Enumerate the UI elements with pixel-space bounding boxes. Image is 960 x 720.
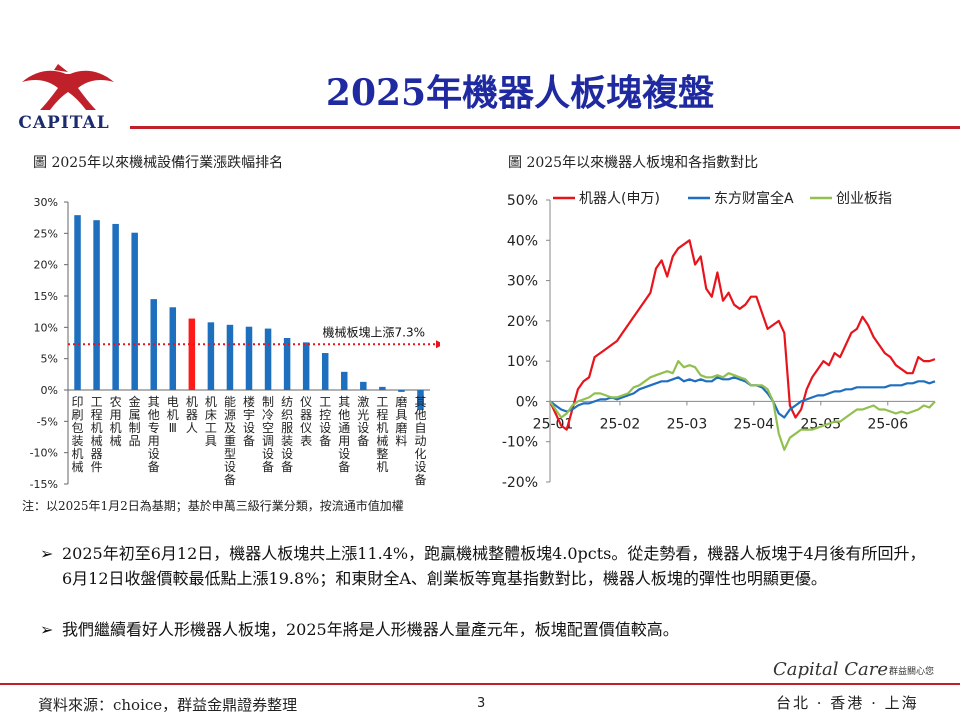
y-tick-label: -10% [30,447,58,460]
bar [283,337,291,390]
legend-label: 东方财富全A [714,190,794,207]
y-tick-label: 0% [41,384,58,397]
capital-care-signature: Capital Care [773,659,888,680]
category-label: 工程机械器件 [91,395,103,474]
right-chart-caption: 圖 2025年以來機器人板塊和各指數對比 [508,155,759,171]
category-label: 其他自动化设备 [414,395,426,487]
category-label: 电机 Ⅲ [167,395,179,435]
category-label: 其他通用设备 [338,395,350,474]
bullet-text: 2025年初至6月12日，機器人板塊共上漲11.4%，跑贏機械整體板塊4.0pc… [62,544,926,588]
arrow-bullet-icon: ➢ [40,544,54,563]
bar [302,342,310,390]
footer-divider [0,683,960,685]
series-line [549,360,936,451]
legend-label: 创业板指 [836,191,892,207]
left-chart-caption: 圖 2025年以來機械設備行業漲跌幅排名 [33,155,284,171]
category-label: 能源及重型设备 [224,395,236,487]
x-tick-label: 25-05 [800,416,841,432]
logo-text: CAPITAL [18,113,110,133]
bar [245,326,253,390]
reference-arrow [436,340,440,349]
category-label: 机器人 [186,395,198,435]
category-label: 楼宇设备 [243,394,255,448]
bar [226,324,234,390]
y-tick-label: 25% [34,227,58,240]
category-label: 印刷包装机械 [72,395,84,474]
bar [207,322,215,390]
y-tick-label: -5% [37,415,58,428]
bar [188,318,196,390]
header-divider [130,126,960,129]
bar [169,307,177,390]
signature-tagline: 群益關心您 [889,667,935,677]
bar [264,328,272,390]
bar [379,386,386,390]
x-tick-label: 25-02 [600,416,641,432]
y-tick-label: 10% [507,354,538,370]
y-tick-label: 30% [34,196,58,209]
industry-ranking-bar-chart: 30%25%20%15%10%5%0%-5%-10%-15%印刷包装机械工程机械… [30,196,440,491]
category-label: 其他专用设备 [148,395,160,474]
category-label: 工控设备 [319,395,331,448]
eagle-logo-icon [22,64,114,110]
legend-label: 机器人(申万) [579,191,660,207]
x-tick-label: 25-01 [533,416,574,432]
x-tick-label: 25-06 [867,416,908,432]
category-label: 纺织服装设备 [281,395,293,474]
bullet-point: ➢ 2025年初至6月12日，機器人板塊共上漲11.4%，跑贏機械整體板塊4.0… [40,541,930,591]
bullet-text: 我們繼續看好人形機器人板塊，2025年將是人形機器人量產元年，板塊配置價值較高。 [62,620,679,639]
category-label: 激光设备 [357,395,369,448]
bar [360,381,367,390]
robot-index-line-chart: 50% 40% 30% 20% 10% 0% -10% -20% 25-01 25-02 25-03… [502,190,936,491]
page-number: 3 [477,696,486,711]
page-title: 2025年機器人板塊複盤 [325,72,715,114]
x-tick-label: 25-04 [734,416,775,432]
category-label: 农用机械 [110,395,122,448]
bar [93,220,100,390]
category-label: 制冷空调设备 [262,395,274,474]
category-label: 仪器仪表 [300,395,312,448]
bullet-point: ➢ 我們繼續看好人形機器人板塊，2025年將是人形機器人量產元年，板塊配置價值較… [40,617,930,642]
y-tick-label: 0% [516,394,538,410]
office-cities: 台北 · 香港 · 上海 [776,694,919,712]
y-tick-label: 40% [507,233,538,249]
bar [321,353,329,390]
y-tick-label: -10% [502,435,538,451]
y-tick-label: 50% [507,193,538,209]
y-tick-label: 20% [34,259,58,272]
y-tick-label: 20% [507,314,538,330]
y-tick-label: -15% [30,478,58,491]
y-tick-label: 10% [34,321,58,334]
y-tick-label: -20% [502,475,538,491]
bar [417,390,424,411]
y-tick-label: 5% [41,353,58,366]
capital-logo [18,62,118,114]
y-tick-label: 30% [507,274,538,290]
category-label: 工程机械整机 [376,395,388,474]
chart-note: 注：以2025年1月2日為基期；基於申萬三級行業分類，按流通市值加權 [22,499,404,513]
reference-label: 機械板塊上漲7.3% [323,324,426,339]
arrow-bullet-icon: ➢ [40,620,54,639]
bar [112,223,119,390]
x-tick-label: 25-03 [667,416,708,432]
category-label: 金属制品 [129,394,141,448]
series-line [549,376,936,419]
category-label: 磨具磨料 [395,395,407,448]
bar [341,371,348,390]
category-label: 机床工具 [205,395,217,448]
series-line [549,239,936,431]
bar [398,390,405,392]
data-source: 資料來源：choice，群益金鼎證券整理 [38,696,298,714]
y-tick-label: 15% [34,290,58,303]
bar [131,232,138,390]
bar [74,215,81,390]
